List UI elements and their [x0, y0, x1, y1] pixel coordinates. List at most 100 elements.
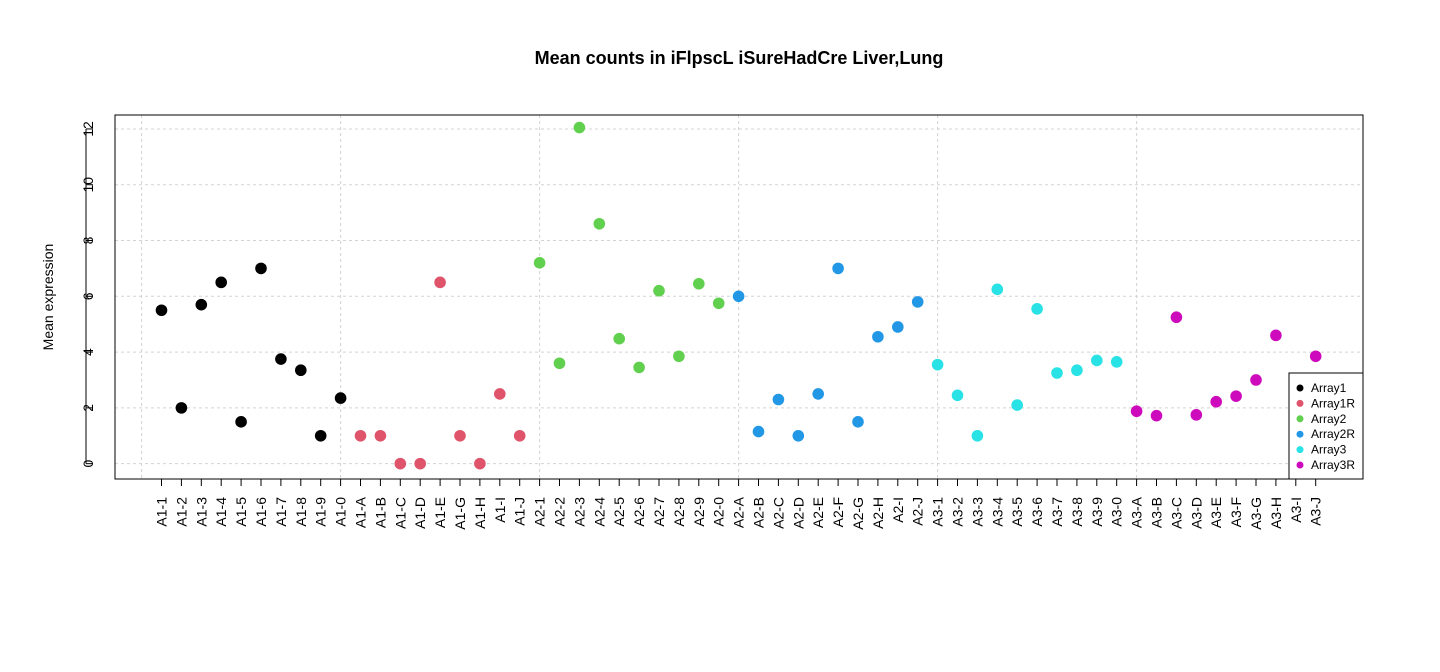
- x-tick-label: A3-4: [989, 497, 1005, 527]
- y-tick-label: 8: [80, 236, 96, 244]
- data-point: [354, 429, 367, 442]
- x-tick-label: A1-G: [452, 497, 468, 530]
- data-point: [1210, 395, 1222, 408]
- x-tick-label: A3-8: [1069, 497, 1085, 527]
- x-tick-label: A2-F: [830, 497, 846, 527]
- data-point: [971, 429, 984, 442]
- data-points: [155, 121, 1322, 470]
- data-point: [892, 321, 904, 333]
- x-tick-label: A2-9: [691, 497, 707, 527]
- data-point: [175, 402, 188, 414]
- data-point: [374, 429, 387, 442]
- x-tick-label: A1-3: [193, 497, 209, 527]
- data-point: [911, 296, 924, 308]
- y-axis: 0 2 4 6 8 10 12: [80, 121, 96, 468]
- x-tick-label: A1-A: [353, 496, 369, 528]
- data-point: [573, 121, 586, 134]
- data-point: [1011, 399, 1023, 411]
- legend-label: Array3R: [1311, 458, 1355, 472]
- data-point: [553, 357, 566, 370]
- x-tick-label: A2-7: [651, 497, 667, 527]
- x-tick-label: A2-3: [571, 497, 587, 527]
- data-point: [414, 457, 427, 470]
- data-point: [314, 429, 327, 442]
- legend-marker: [1296, 415, 1304, 423]
- x-tick-label: A1-2: [173, 497, 189, 527]
- x-tick-label: A2-G: [850, 497, 866, 530]
- data-point: [334, 392, 347, 404]
- data-point: [931, 358, 944, 371]
- x-tick-label: A1-I: [492, 497, 508, 523]
- data-point: [951, 389, 964, 402]
- data-point: [1051, 367, 1063, 379]
- x-tick-label: A1-9: [313, 497, 329, 527]
- x-tick-label: A3-A: [1129, 496, 1145, 528]
- x-tick-label: A3-E: [1208, 497, 1224, 528]
- data-point: [235, 416, 247, 428]
- x-tick-label: A2-D: [790, 497, 806, 529]
- x-tick-label: A2-1: [532, 497, 548, 527]
- x-tick-label: A1-B: [372, 497, 388, 528]
- data-point: [872, 330, 884, 343]
- data-point: [1190, 409, 1203, 421]
- data-point: [712, 297, 725, 310]
- x-tick-label: A3-1: [930, 497, 946, 527]
- data-point: [494, 388, 506, 400]
- data-point: [693, 277, 705, 290]
- x-tick-label: A3-B: [1149, 497, 1165, 528]
- x-tick-label: A3-0: [1109, 497, 1125, 527]
- x-axis: A1-1 A1-2 A1-3 A1-4 A1-5 A1-6 A1-7 A1-8 A1-9 A1-0…: [154, 478, 1324, 530]
- data-point: [1170, 311, 1183, 324]
- data-point: [394, 457, 407, 470]
- data-point: [593, 217, 606, 230]
- data-point: [155, 304, 168, 317]
- data-point: [832, 262, 844, 275]
- x-tick-label: A1-5: [233, 497, 249, 527]
- data-point: [1091, 354, 1103, 367]
- data-point: [1130, 405, 1143, 418]
- legend-label: Array1R: [1311, 396, 1355, 410]
- data-point: [633, 361, 645, 374]
- data-point: [1230, 390, 1242, 402]
- x-tick-label: A1-C: [392, 497, 408, 529]
- data-point: [275, 353, 287, 365]
- data-point: [792, 429, 805, 442]
- legend-label: Array3: [1311, 443, 1347, 457]
- legend-label: Array2R: [1311, 427, 1355, 441]
- x-tick-label: A3-I: [1288, 497, 1304, 523]
- data-point: [513, 429, 526, 442]
- x-tick-label: A2-I: [890, 497, 906, 523]
- x-tick-label: A3-2: [950, 497, 966, 527]
- data-point: [812, 388, 824, 400]
- chart-title: Mean counts in iFlpscL iSureHadCre Liver…: [535, 48, 944, 68]
- y-tick-label: 12: [80, 121, 96, 137]
- y-tick-label: 0: [80, 460, 96, 468]
- legend-marker: [1296, 446, 1304, 454]
- x-tick-label: A3-5: [1009, 497, 1025, 527]
- x-tick-label: A2-5: [611, 497, 627, 527]
- x-tick-label: A3-3: [969, 497, 985, 527]
- data-point: [1150, 409, 1163, 422]
- x-tick-label: A2-C: [770, 497, 786, 529]
- x-tick-label: A1-8: [293, 497, 309, 527]
- x-tick-label: A3-H: [1268, 497, 1284, 529]
- y-tick-label: 10: [80, 177, 96, 193]
- legend-label: Array2: [1311, 412, 1347, 426]
- x-tick-label: A3-F: [1228, 497, 1244, 527]
- x-tick-label: A3-J: [1308, 497, 1324, 526]
- data-point: [613, 332, 625, 345]
- x-tick-label: A3-G: [1248, 497, 1264, 530]
- legend-label: Array1: [1311, 381, 1347, 395]
- legend-marker: [1296, 399, 1304, 407]
- data-point: [1031, 303, 1043, 315]
- x-tick-label: A2-4: [591, 497, 607, 527]
- data-point: [1309, 350, 1322, 363]
- x-tick-label: A2-H: [870, 497, 886, 529]
- legend-marker: [1296, 461, 1304, 469]
- x-tick-label: A2-B: [751, 497, 767, 528]
- x-tick-label: A2-J: [910, 497, 926, 526]
- legend-marker: [1296, 430, 1304, 438]
- data-point: [533, 257, 546, 269]
